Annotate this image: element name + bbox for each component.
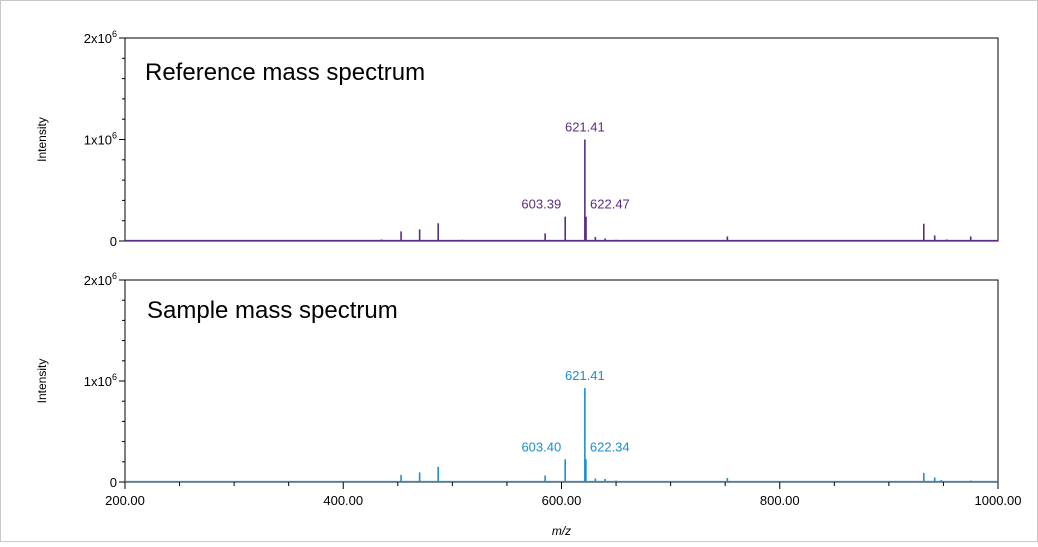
y-tick-label: 2x106 xyxy=(84,29,117,46)
y-tick-exponent: 6 xyxy=(112,131,117,141)
peak-annotation: 621.41 xyxy=(565,120,605,135)
peak-annotation: 603.40 xyxy=(521,439,561,454)
y-tick-label: 0 xyxy=(110,475,117,490)
y-tick-base: 2x10 xyxy=(84,31,112,46)
peak-annotation: 622.47 xyxy=(590,197,630,212)
y-tick-base: 0 xyxy=(110,234,117,249)
y-tick-exponent: 6 xyxy=(112,29,117,39)
y-tick-base: 1x10 xyxy=(84,374,112,389)
y-axis-label: Intensity xyxy=(35,359,49,404)
y-tick-label: 1x106 xyxy=(84,372,117,389)
peak-annotation: 603.39 xyxy=(521,197,561,212)
x-axis-label: m/z xyxy=(552,524,571,538)
y-tick-base: 2x10 xyxy=(84,273,112,288)
x-tick-label: 800.00 xyxy=(760,493,800,508)
y-axis-label: Intensity xyxy=(35,117,49,162)
peak-annotation: 622.34 xyxy=(590,439,630,454)
panel-title: Reference mass spectrum xyxy=(145,59,425,86)
y-tick-label: 1x106 xyxy=(84,131,117,148)
y-tick-label: 0 xyxy=(110,234,117,249)
y-tick-exponent: 6 xyxy=(112,372,117,382)
panel-title: Sample mass spectrum xyxy=(147,297,398,324)
y-tick-base: 0 xyxy=(110,475,117,490)
y-tick-label: 2x106 xyxy=(84,271,117,288)
x-tick-label: 600.00 xyxy=(542,493,582,508)
y-tick-exponent: 6 xyxy=(112,271,117,281)
x-tick-label: 200.00 xyxy=(105,493,145,508)
x-tick-label: 1000.00 xyxy=(975,493,1022,508)
y-tick-base: 1x10 xyxy=(84,133,112,148)
x-tick-label: 400.00 xyxy=(323,493,363,508)
peak-annotation: 621.41 xyxy=(565,368,605,383)
